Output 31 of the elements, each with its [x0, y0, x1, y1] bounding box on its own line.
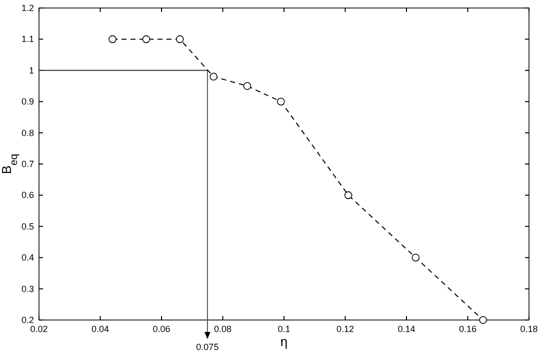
- point: [210, 72, 218, 81]
- x-tick-label: 0.02: [30, 324, 48, 334]
- y-tick-label: 0.9: [21, 96, 34, 107]
- x-tick-label: 0.08: [214, 324, 232, 334]
- ref-line-label: 0.075: [196, 342, 219, 352]
- x-tick-label: 0.04: [91, 324, 110, 334]
- y-tick-label: 0.7: [21, 159, 34, 169]
- y-tick-label: 1.2: [21, 3, 34, 13]
- point: [412, 254, 420, 262]
- x-tick-label: 0.06: [152, 324, 170, 334]
- point: [142, 35, 150, 44]
- point: [108, 35, 116, 44]
- y-tick-label: 0.4: [21, 252, 34, 263]
- point: [344, 191, 352, 200]
- y-tick-label: 0.6: [21, 190, 34, 200]
- x-tick-label: 0.16: [458, 324, 477, 334]
- x-tick-label: 0.14: [398, 324, 416, 334]
- point: [277, 98, 285, 106]
- y-tick-label: 0.2: [21, 315, 34, 325]
- y-tick-label: 1.1: [21, 34, 34, 44]
- point: [243, 82, 252, 90]
- y-tick-label: 0.5: [21, 221, 34, 232]
- x-tick-label: 0.12: [336, 324, 354, 334]
- y-tick-label: 0.3: [21, 284, 34, 294]
- point: [176, 35, 184, 44]
- x-tick-label: 0.1: [278, 324, 290, 334]
- y-tick-label: 1: [28, 65, 34, 76]
- x-axis-title: η: [280, 334, 288, 349]
- y-tick-label: 0.8: [21, 128, 34, 138]
- x-tick-label: 0.18: [520, 324, 538, 334]
- point: [479, 316, 487, 324]
